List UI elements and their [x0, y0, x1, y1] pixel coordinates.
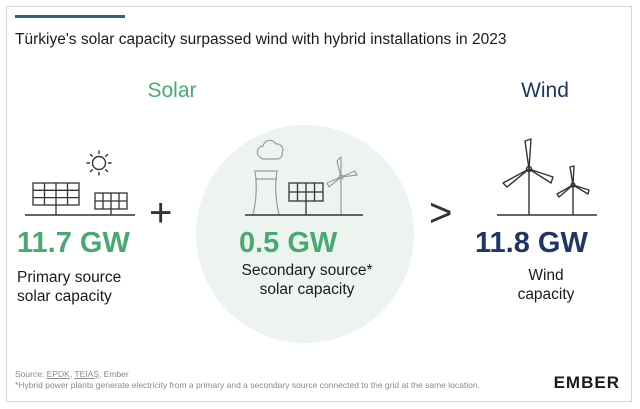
- primary-solar-caption-line1: Primary source: [17, 269, 122, 286]
- wind-caption: Wind capacity: [477, 266, 615, 304]
- plus-operator: +: [149, 191, 173, 235]
- secondary-solar-caption: Secondary source* solar capacity: [219, 261, 395, 299]
- top-accent-bar: [15, 15, 125, 18]
- source-link-teias[interactable]: TEİAŞ: [74, 369, 99, 379]
- wind-caption-line1: Wind: [528, 267, 564, 284]
- infographic-card: Türkiye's solar capacity surpassed wind …: [6, 6, 632, 402]
- wind-turbine-icon: [502, 138, 554, 215]
- source-prefix: Source:: [15, 369, 47, 379]
- smoke-icon: [256, 139, 284, 160]
- wind-farm-icon: [497, 138, 597, 216]
- wind-heading: Wind: [521, 79, 569, 102]
- secondary-solar-caption-line1: Secondary source*: [241, 262, 373, 279]
- primary-solar-caption: Primary source solar capacity: [17, 268, 121, 306]
- hybrid-plant-icon: [245, 139, 363, 216]
- secondary-highlight-circle: [196, 125, 414, 343]
- secondary-solar-value: 0.5 GW: [239, 227, 338, 259]
- source-line: Source: EPDK, TEİAŞ, Ember: [15, 369, 129, 379]
- wind-caption-line2: capacity: [517, 286, 575, 303]
- primary-solar-value: 11.7 GW: [17, 227, 130, 259]
- primary-solar-icon: [25, 150, 135, 216]
- solar-panel-icon: [94, 192, 128, 215]
- sun-icon: [86, 150, 112, 176]
- solar-heading: Solar: [147, 79, 197, 102]
- wind-value: 11.8 GW: [475, 227, 588, 259]
- source-link-epdk[interactable]: EPDK: [46, 369, 70, 379]
- wind-turbine-icon: [556, 165, 590, 215]
- power-plant-icon: [252, 170, 280, 216]
- footnote: *Hybrid power plants generate electricit…: [15, 380, 480, 390]
- solar-panel-icon: [32, 182, 80, 215]
- secondary-solar-caption-line2: solar capacity: [259, 281, 355, 298]
- solar-panel-icon: [288, 182, 324, 215]
- ember-logo: EMBER: [553, 373, 620, 392]
- source-suffix: , Ember: [98, 369, 129, 379]
- wind-turbine-icon: [326, 156, 358, 215]
- primary-solar-caption-line2: solar capacity: [17, 288, 112, 305]
- page-title: Türkiye's solar capacity surpassed wind …: [15, 31, 507, 48]
- greater-than-operator: >: [429, 191, 453, 235]
- source-separator: ,: [69, 369, 75, 379]
